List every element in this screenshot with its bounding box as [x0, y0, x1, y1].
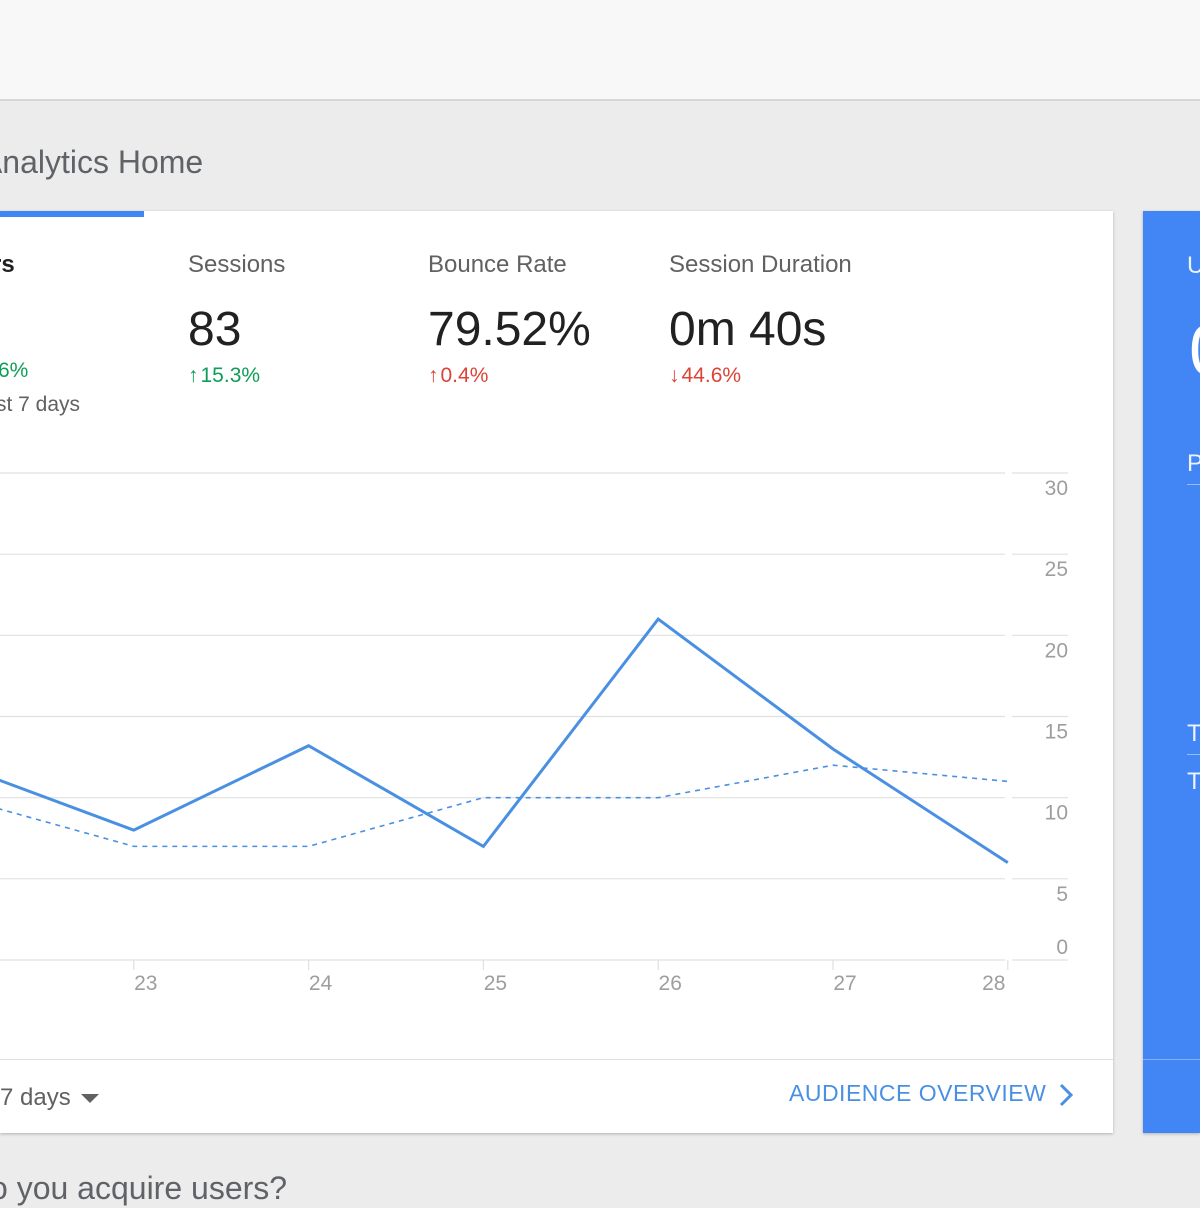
metric-delta: ↑15.3% — [188, 364, 261, 387]
side-card-sublabel: P — [1187, 450, 1200, 477]
caret-down-icon — [80, 1094, 99, 1104]
primary-series-line — [0, 617, 1009, 864]
section-title: o you acquire users? — [0, 1170, 288, 1206]
arrow-up-icon: ↑ — [428, 364, 439, 387]
metric-tab-users-label[interactable]: rs — [0, 251, 15, 278]
selected-tab-indicator — [0, 211, 144, 217]
metric-value: 0m 40s — [669, 303, 827, 356]
realtime-side-card: U 0 P T T — [1143, 211, 1200, 1133]
metric-label: Sessions — [188, 251, 286, 278]
side-card-divider — [1187, 754, 1200, 755]
x-tick-label: 23 — [134, 972, 157, 995]
y-tick-label: 10 — [1045, 802, 1068, 825]
arrow-up-icon: ↑ — [188, 364, 199, 387]
side-card-label: U — [1187, 252, 1200, 279]
metric-value: 79.52% — [428, 303, 591, 356]
y-tick-label: 5 — [1056, 883, 1068, 906]
top-app-bar — [0, 0, 1200, 101]
metric-tab-bounce-rate[interactable]: Bounce Rate 79.52% ↑0.4% — [428, 250, 648, 389]
x-tick-label: 25 — [484, 972, 507, 995]
side-card-divider — [1187, 484, 1200, 485]
x-tick-label: 28 — [982, 972, 1005, 995]
metric-value: 83 — [188, 303, 242, 356]
comparison-period-label: st 7 days — [0, 393, 81, 416]
x-tick-label: 24 — [309, 972, 333, 995]
side-card-footer-divider — [1143, 1059, 1200, 1060]
metric-tab-session-duration[interactable]: Session Duration 0m 40s ↓44.6% — [669, 250, 889, 389]
y-tick-label: 15 — [1045, 721, 1068, 744]
sessions-line-chart: 30 25 20 15 10 5 0 23 24 25 26 27 28 — [0, 472, 1068, 995]
arrow-down-icon: ↓ — [669, 364, 680, 387]
audience-overview-link[interactable]: AUDIENCE OVERVIEW — [789, 1080, 1047, 1106]
metric-tab-users-delta: 6% — [0, 359, 29, 382]
metric-label: Session Duration — [669, 251, 852, 278]
card-footer-divider — [0, 1059, 1113, 1060]
date-range-dropdown[interactable]: 7 days — [0, 1084, 99, 1112]
y-tick-label: 25 — [1045, 558, 1068, 581]
y-tick-label: 20 — [1045, 639, 1068, 662]
metric-tab-sessions[interactable]: Sessions 83 ↑15.3% — [188, 250, 408, 389]
date-range-label: 7 days — [0, 1084, 71, 1111]
side-card-table-header: T — [1187, 720, 1200, 747]
audience-summary-card — [0, 211, 1113, 1133]
metric-delta: ↓44.6% — [669, 364, 742, 387]
page-title: e Analytics Home — [0, 144, 204, 180]
chevron-right-icon[interactable] — [1056, 1082, 1076, 1108]
comparison-series-line — [0, 764, 1008, 848]
metric-label: Bounce Rate — [428, 251, 567, 278]
y-tick-label: 0 — [1056, 936, 1068, 959]
y-tick-label: 30 — [1045, 477, 1068, 500]
metric-delta: ↑0.4% — [428, 364, 489, 387]
side-card-value: 0 — [1189, 311, 1200, 391]
x-tick-label: 27 — [833, 972, 856, 995]
side-card-table-row: T — [1187, 768, 1200, 795]
x-tick-label: 26 — [659, 972, 682, 995]
